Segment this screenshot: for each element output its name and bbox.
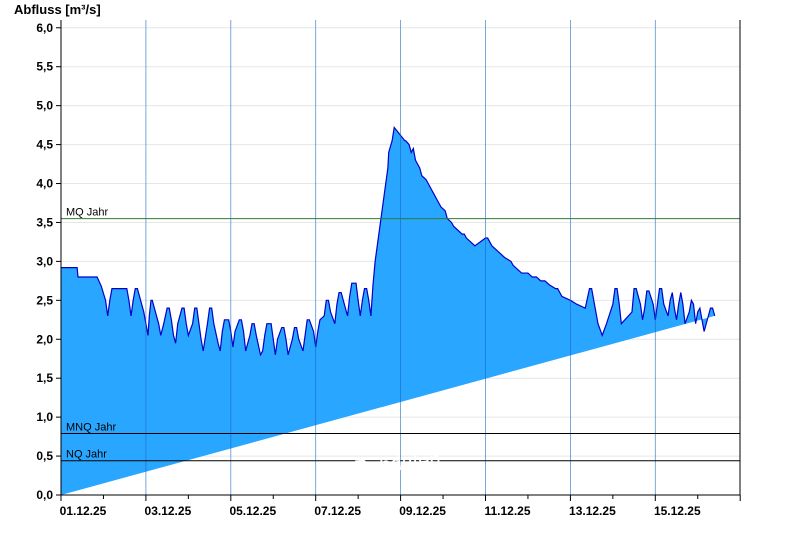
- y-tick-label: 5,5: [36, 60, 53, 74]
- day-gridlines: [145, 20, 656, 495]
- y-tick-label: 1,5: [36, 371, 53, 385]
- reference-lines: MQ Jahr MNQ Jahr NQ Jahr: [61, 207, 740, 462]
- axes: 0,0 0,5 1,0 1,5 2,0 2,5 3,0 3,5 4,0 4,5 5,0 5,5 6,0 0…: [36, 20, 741, 518]
- x-tick-label: 05.12.25: [229, 504, 276, 518]
- x-tick-label: 07.12.25: [314, 504, 361, 518]
- y-axis-title: Abfluss [m³/s]: [14, 2, 101, 17]
- y-tick-label: 3,0: [36, 254, 53, 268]
- x-tick-label: 15.12.25: [654, 504, 701, 518]
- discharge-area: [61, 127, 715, 495]
- discharge-line: [61, 126, 716, 357]
- x-tick-label: 01.12.25: [60, 504, 107, 518]
- y-tick-label: 2,0: [36, 332, 53, 346]
- area-layer: [61, 126, 716, 495]
- reference-line-label: MNQ Jahr: [66, 421, 116, 433]
- y-tick-label: 1,0: [36, 410, 53, 424]
- y-tick-label: 3,5: [36, 215, 53, 229]
- x-tick-label: 11.12.25: [484, 504, 530, 518]
- y-tick-label: 0,5: [36, 449, 53, 463]
- x-tick-label: 09.12.25: [399, 504, 446, 518]
- reference-line-label: MQ Jahr: [66, 207, 109, 219]
- y-tick-label: 5,0: [36, 99, 53, 113]
- x-tick-label: 13.12.25: [569, 504, 616, 518]
- y-tick-label: 4,5: [36, 138, 53, 152]
- y-tick-label: 4,0: [36, 177, 53, 191]
- y-tick-label: 2,5: [36, 293, 53, 307]
- reference-line-label: NQ Jahr: [66, 449, 107, 461]
- y-tick-label: 6,0: [36, 21, 53, 35]
- y-tick-label: 0,0: [36, 488, 53, 502]
- x-tick-label: 03.12.25: [145, 504, 192, 518]
- watermark-text: Rohdaten: [353, 449, 442, 480]
